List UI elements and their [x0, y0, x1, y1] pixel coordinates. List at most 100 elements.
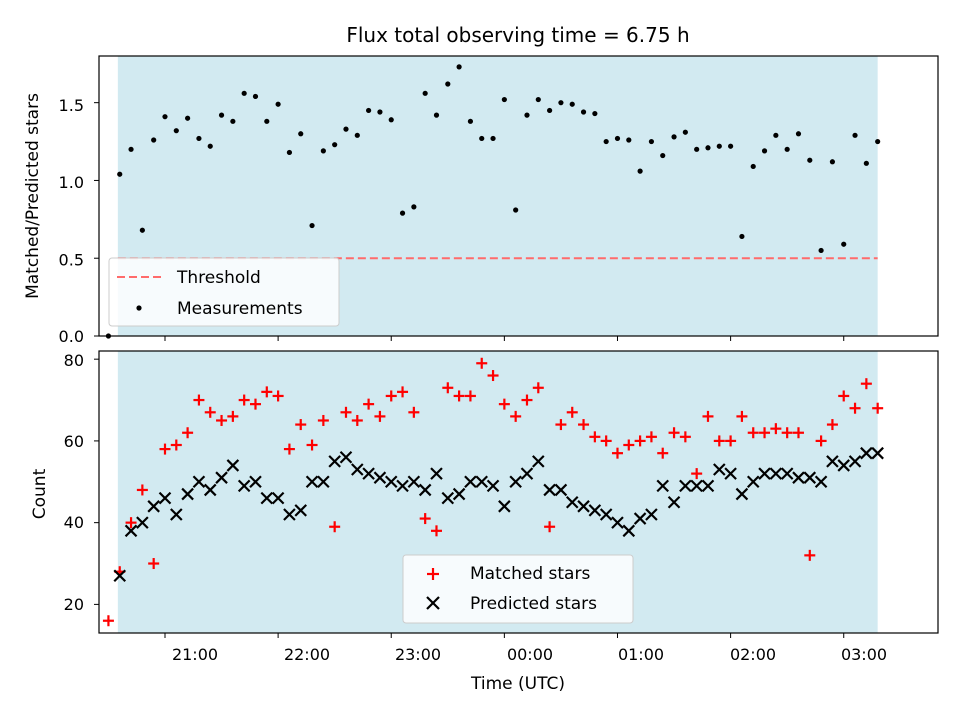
matched-star-point	[510, 410, 522, 422]
matched-star-point	[566, 406, 578, 418]
matched-star-point	[725, 435, 737, 447]
measurement-point	[694, 146, 700, 152]
measurement-point	[773, 132, 779, 138]
measurement-point	[139, 227, 145, 233]
bottom-y-tick-label-2: 60	[64, 432, 84, 451]
predicted-star-stroke-b	[735, 487, 749, 501]
predicted-star-point	[260, 491, 274, 505]
measurement-point	[807, 157, 813, 163]
predicted-star-stroke-b	[656, 479, 670, 493]
predicted-star-point	[588, 504, 602, 517]
measurement-point	[750, 163, 756, 170]
predicted-star-point	[339, 450, 353, 464]
matched-star-point	[249, 398, 261, 410]
predicted-star-point	[679, 479, 692, 493]
matched-star-point	[363, 398, 375, 410]
predicted-star-stroke-b	[237, 479, 251, 493]
predicted-star-point	[826, 455, 839, 468]
predicted-star-stroke-b	[701, 479, 715, 493]
predicted-star-point	[543, 483, 556, 497]
matched-stars-points	[102, 357, 884, 627]
top-legend: Threshold Measurements	[108, 257, 340, 327]
measurement-point	[354, 132, 360, 138]
predicted-star-stroke-b	[452, 487, 466, 501]
top-y-tick-label-2: 1.0	[59, 173, 84, 192]
predicted-star-stroke-b	[860, 446, 873, 460]
measurement-point	[829, 159, 836, 165]
predicted-star-stroke-b	[520, 467, 534, 480]
predicted-star-stroke-b	[667, 495, 681, 509]
matched-star-point	[283, 443, 295, 455]
predicted-star-stroke-b	[532, 455, 545, 468]
measurement-point	[547, 107, 553, 114]
matched-star-point	[295, 419, 307, 431]
predicted-star-point	[871, 446, 884, 460]
predicted-star-stroke-b	[158, 491, 172, 505]
bottom-grid-ticks	[94, 358, 845, 638]
legend-measurements-swatch	[136, 305, 142, 311]
predicted-star-stroke-b	[588, 504, 602, 517]
matched-star-point	[679, 431, 691, 443]
measurement-point	[162, 114, 168, 120]
predicted-star-point	[351, 463, 364, 476]
measurement-point	[196, 135, 202, 142]
predicted-star-stroke-b	[814, 475, 828, 489]
measurement-point	[286, 149, 293, 156]
measurement-point	[705, 145, 711, 151]
measurement-point	[603, 138, 609, 145]
matched-star-point	[397, 386, 409, 398]
predicted-star-point	[656, 479, 670, 493]
predicted-star-stroke-b	[136, 516, 149, 529]
matched-star-point	[578, 419, 590, 431]
predicted-star-point	[362, 467, 375, 480]
predicted-star-stroke-b	[713, 463, 726, 476]
matched-star-point	[781, 427, 793, 439]
matched-star-point	[170, 439, 182, 451]
x-tick-label-2: 23:00	[395, 645, 441, 664]
measurement-point	[320, 148, 326, 154]
bottom-y-axis-label: Count	[30, 468, 50, 519]
predicted-star-stroke-b	[396, 479, 409, 493]
matched-star-point	[453, 390, 465, 402]
matched-star-point	[668, 427, 680, 439]
predicted-star-stroke-b	[215, 471, 228, 484]
legend-measurements-label: Measurements	[177, 299, 303, 319]
top-legend-box	[108, 257, 340, 327]
predicted-star-stroke-b	[351, 463, 364, 476]
measurement-point	[275, 101, 281, 107]
measurement-points	[105, 64, 881, 339]
matched-star-point	[487, 370, 499, 382]
predicted-star-stroke-b	[192, 475, 206, 489]
matched-star-point	[136, 484, 148, 496]
predicted-star-stroke-b	[339, 450, 353, 464]
matched-star-point	[385, 390, 397, 402]
measurement-point	[399, 210, 406, 216]
predicted-star-stroke-b	[803, 471, 817, 484]
predicted-star-stroke-b	[441, 491, 455, 505]
predicted-star-point	[271, 491, 285, 505]
predicted-star-point	[136, 516, 149, 529]
predicted-star-point	[520, 467, 534, 480]
matched-star-point	[747, 427, 759, 439]
predicted-star-point	[645, 508, 658, 521]
predicted-star-stroke-b	[181, 487, 194, 501]
predicted-star-stroke-b	[464, 475, 477, 489]
predicted-star-stroke-b	[837, 459, 851, 472]
bottom-legend-box	[402, 554, 634, 624]
matched-star-point	[329, 521, 341, 533]
measurement-point	[795, 131, 802, 137]
predicted-star-point	[498, 500, 511, 513]
matched-star-point	[691, 468, 703, 480]
predicted-star-point	[464, 475, 477, 489]
matched-star-point	[770, 423, 782, 435]
top-panel: Matched/Predicted stars 0.0 0.5 1.0 1.5 …	[23, 55, 939, 346]
predicted-star-stroke-b	[170, 508, 183, 521]
predicted-star-stroke-b	[565, 495, 579, 509]
measurement-point	[637, 168, 643, 174]
predicted-star-stroke-b	[147, 500, 160, 513]
measurement-point	[151, 137, 157, 143]
predicted-star-point	[667, 495, 681, 509]
predicted-star-stroke-b	[679, 479, 692, 493]
chart-title: Flux total observing time = 6.75 h	[346, 23, 689, 47]
